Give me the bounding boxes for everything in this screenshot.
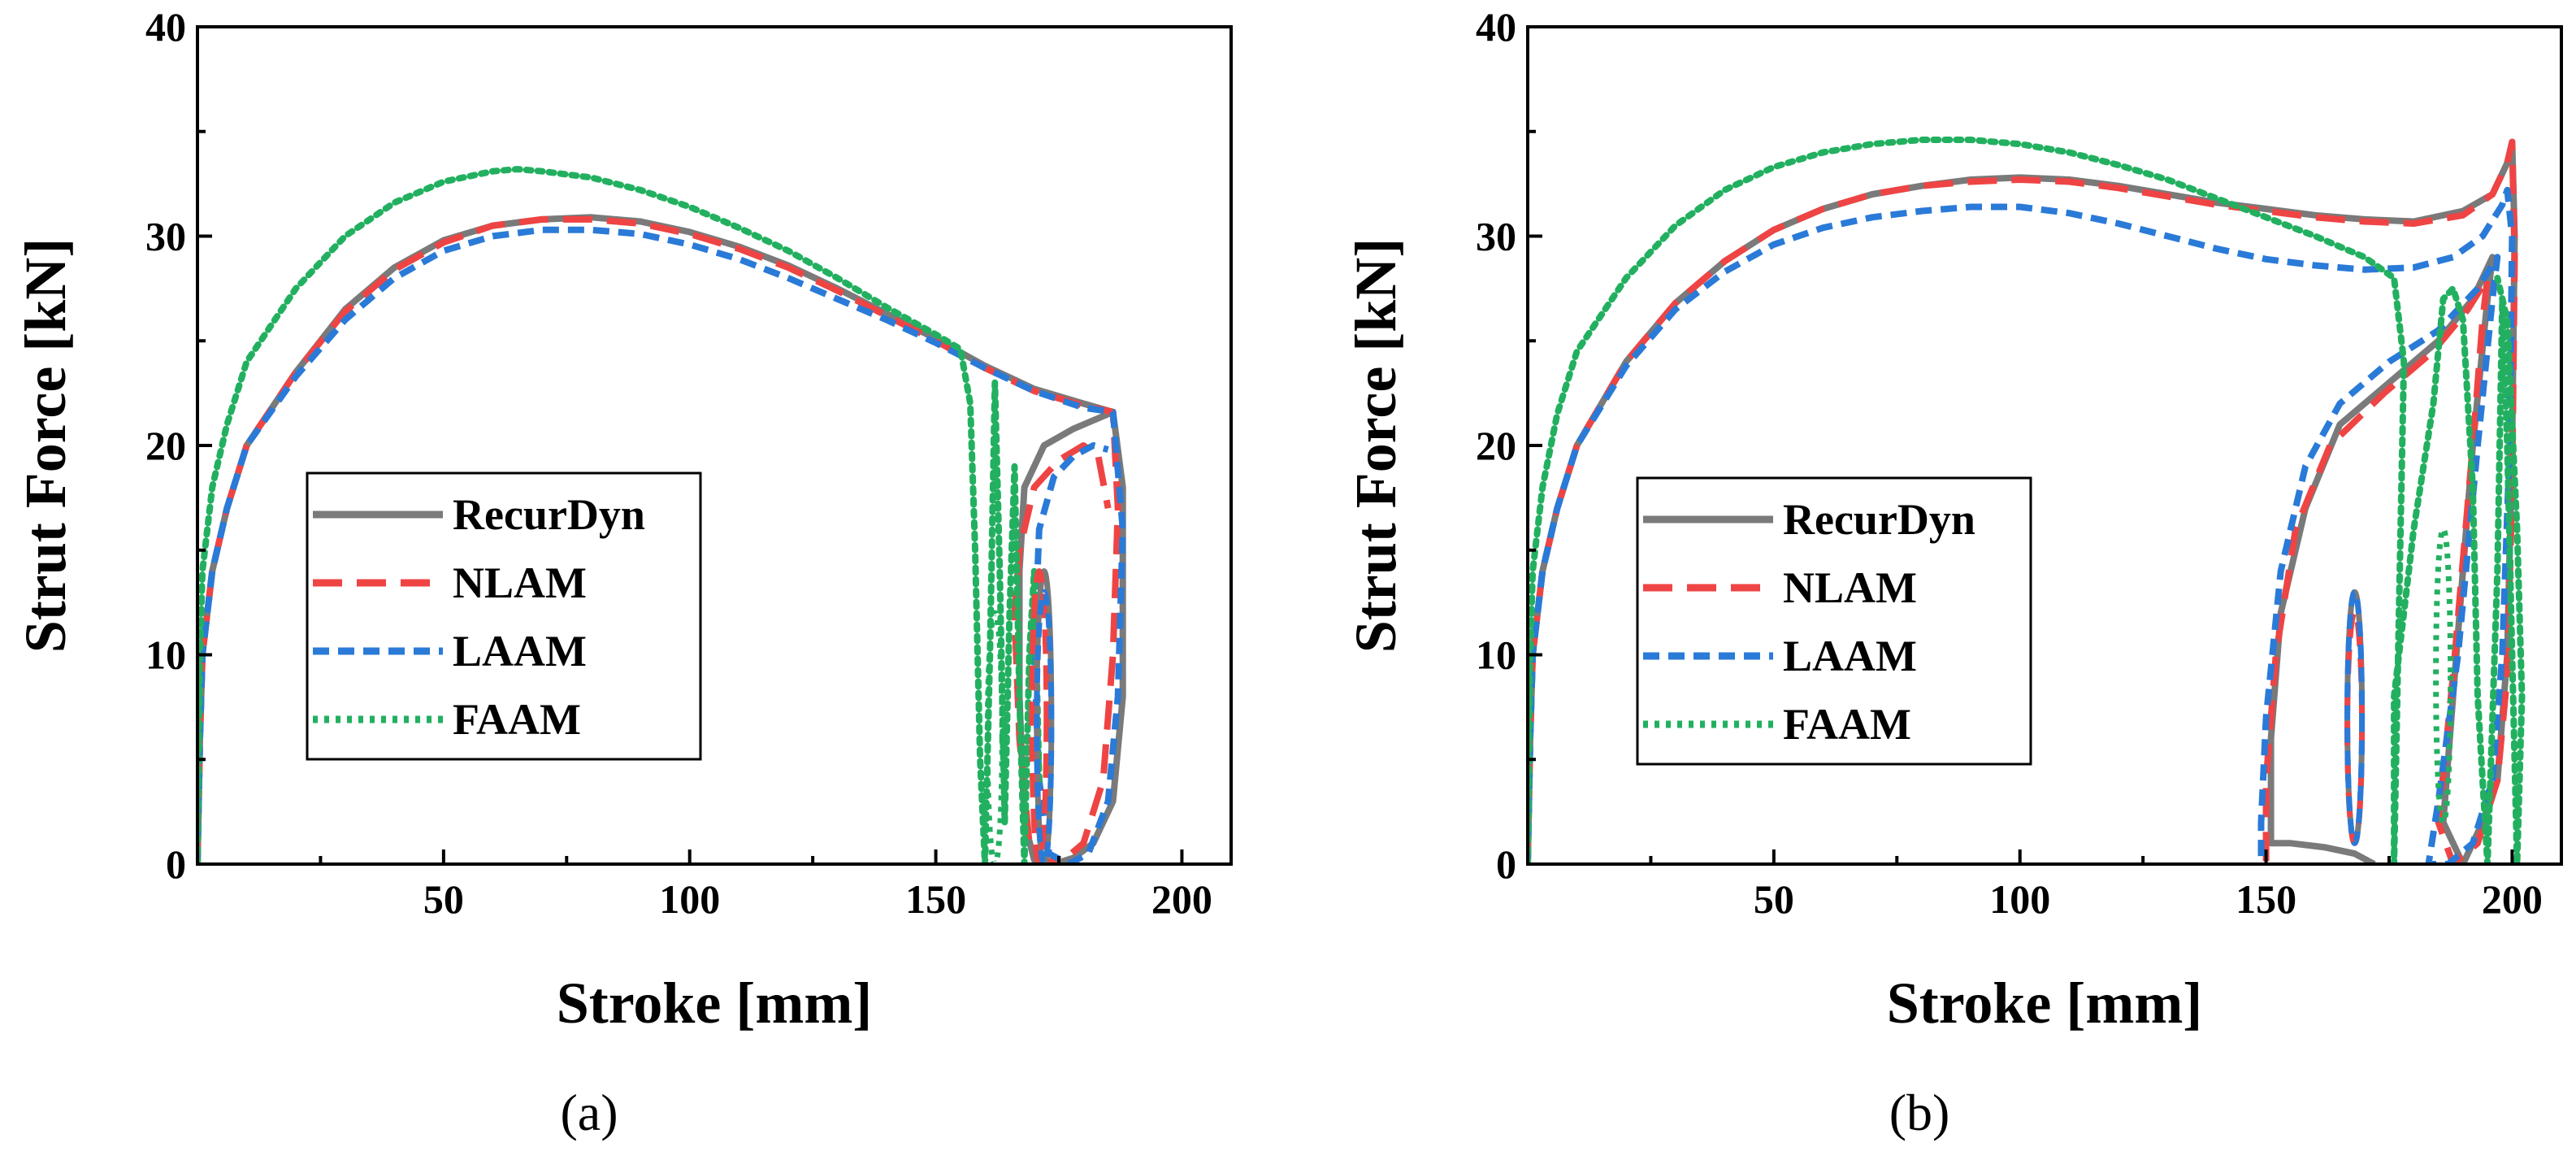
panel-b-y-tick-label: 20 — [1476, 423, 1516, 468]
panel-b-y-tick-label: 40 — [1476, 4, 1516, 50]
panel-b-y-tick-label: 0 — [1496, 841, 1516, 887]
legend-b-recurdyn-label: RecurDyn — [1783, 495, 1975, 544]
legend-b-laam-label: LAAM — [1783, 632, 1917, 680]
panel-a-y-axis-title: Strut Force [kN] — [13, 238, 78, 654]
panel-b-y-tick-label: 10 — [1476, 632, 1516, 678]
panel-b-x-tick-label: 50 — [1754, 876, 1794, 922]
panel-a-y-tick-label: 0 — [166, 841, 186, 887]
panel-a: 50 100 150 200 0 10 20 30 40 Stroke [mm] Strut F… — [13, 4, 1233, 1141]
panel-b-series-laam — [1528, 186, 2516, 864]
panel-a-y-tick-label: 40 — [145, 4, 186, 50]
panel-a-inner-loop-nlam — [1029, 568, 1050, 864]
panel-b-y-axis-title: Strut Force [kN] — [1343, 238, 1408, 654]
panel-b-y-tick-label: 30 — [1476, 214, 1516, 259]
panel-b-series-nlam — [1528, 138, 2518, 864]
panel-a-legend: RecurDyn NLAM LAAM FAAM — [306, 471, 702, 761]
panel-a-x-tick-label: 150 — [905, 876, 966, 922]
panel-a-x-tick-label: 50 — [423, 876, 464, 922]
panel-a-series-group — [197, 166, 1126, 864]
legend-b-nlam-label: NLAM — [1783, 563, 1917, 612]
panel-b-x-tick-label: 200 — [2482, 876, 2543, 922]
panel-a-inner-loop-faam — [984, 610, 1005, 864]
panel-a-y-tick-label: 30 — [145, 214, 186, 259]
legend-a-faam-label: FAAM — [453, 695, 581, 744]
panel-a-ticks: 50 100 150 200 0 10 20 30 40 — [145, 4, 1212, 922]
legend-a-recurdyn-label: RecurDyn — [453, 490, 645, 539]
panel-a-y-tick-label: 10 — [145, 632, 186, 678]
panel-a-series-faam — [197, 166, 1043, 864]
panel-b-series-faam — [1528, 137, 2526, 864]
panel-b-label: (b) — [1889, 1084, 1950, 1141]
panel-b: 50 100 150 200 0 10 20 30 40 Stroke [mm] Strut F… — [1343, 4, 2563, 1141]
panel-a-inner-loop-laam — [1034, 589, 1055, 864]
panel-a-label: (a) — [560, 1084, 618, 1141]
panel-a-y-tick-label: 20 — [145, 423, 186, 468]
panel-b-inner-loop-faam — [2433, 526, 2454, 825]
panel-a-x-axis-title: Stroke [mm] — [557, 971, 873, 1036]
panel-a-x-tick-label: 200 — [1151, 876, 1212, 922]
legend-a-nlam-label: NLAM — [453, 558, 587, 607]
panel-b-series-group — [1528, 137, 2526, 864]
panel-b-legend: RecurDyn NLAM LAAM FAAM — [1636, 476, 2032, 766]
panel-b-x-axis-title: Stroke [mm] — [1887, 971, 2203, 1036]
panel-a-legend-box — [306, 471, 702, 761]
panel-b-inner-loop-laam — [2344, 589, 2366, 846]
panel-b-x-tick-label: 150 — [2236, 876, 2296, 922]
legend-b-faam-label: FAAM — [1783, 700, 1911, 749]
panel-b-legend-box — [1636, 476, 2032, 766]
legend-a-laam-label: LAAM — [453, 627, 587, 676]
panel-b-ticks: 50 100 150 200 0 10 20 30 40 — [1476, 4, 2543, 922]
panel-b-x-tick-label: 100 — [1989, 876, 2050, 922]
panel-a-x-tick-label: 100 — [659, 876, 720, 922]
